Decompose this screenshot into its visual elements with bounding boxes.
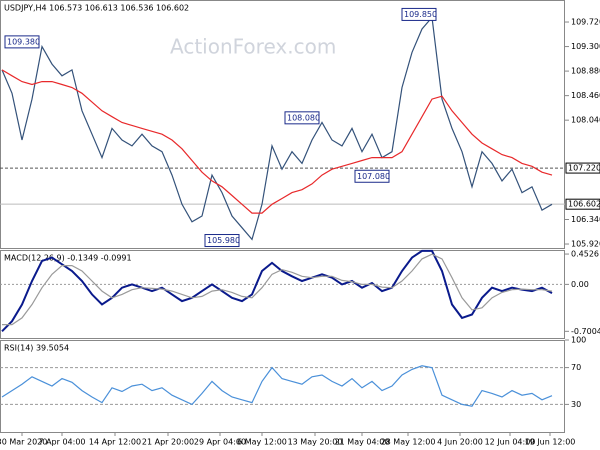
annotation: 109.850 [404,10,437,19]
chart-title: USDJPY,H4 106.573 106.613 106.536 106.60… [4,4,189,13]
annotation-box [401,7,437,21]
y-tick-label: 108.880 [571,67,600,76]
price-panel [0,0,565,249]
series-line [2,253,553,326]
level-box [565,198,600,210]
y-tick-label: 100 [571,336,586,345]
x-tick-label: 7 Apr 04:00 [38,438,85,447]
annotation: 105.980 [207,236,240,245]
x-tick-label: 12 Jun 04:00 [485,438,536,447]
x-tick-label: 30 Mar 2020 [0,438,47,447]
x-tick-label: 4 Jun 20:00 [437,438,483,447]
y-tick-label: 105.920 [571,240,600,249]
y-tick-label: 30 [571,400,581,409]
y-tick-label: 106.340 [571,215,600,224]
x-tick-label: 29 Apr 04:00 [194,438,246,447]
y-tick-label: 109.300 [571,42,600,51]
y-tick-label: -0.7004 [571,327,600,336]
series-line [1,15,553,241]
y-tick-label: 0.00 [571,280,589,289]
rsi-panel [0,340,565,433]
level-box [565,162,600,174]
macd-label: MACD(12,26,9) -0.1349 -0.0991 [4,254,132,263]
series-line [1,249,553,333]
y-tick-label: 108.460 [571,91,600,100]
series-line [1,69,553,214]
watermark: ActionForex.com [170,35,336,59]
y-tick-label: 0.4526 [571,250,599,259]
y-tick-label: 70 [571,363,581,372]
y-tick-label: 109.720 [571,18,600,27]
x-tick-label: 14 Apr 12:00 [89,438,141,447]
x-tick-label: 13 May 20:00 [288,438,343,447]
y-tick-label: 108.040 [571,116,600,125]
x-tick-label: 21 Apr 20:00 [142,438,194,447]
annotation: 109.380 [7,37,40,46]
rsi-label: RSI(14) 39.5054 [4,344,69,353]
annotation: 108.080 [287,113,320,122]
x-tick-label: 28 May 12:00 [381,438,436,447]
x-tick-label: 21 May 04:00 [335,438,390,447]
x-tick-label: 19 Jun 12:00 [525,438,576,447]
level-label: 106.602 [568,200,600,209]
annotation-box [4,35,40,49]
series-line [1,365,553,407]
macd-panel [0,250,565,339]
annotation-box [354,169,390,183]
annotation-box [284,111,320,125]
x-tick-label: 6 May 12:00 [237,438,287,447]
annotation-box [204,234,240,248]
level-label: 107.220 [568,164,600,173]
annotation: 107.080 [357,172,390,181]
